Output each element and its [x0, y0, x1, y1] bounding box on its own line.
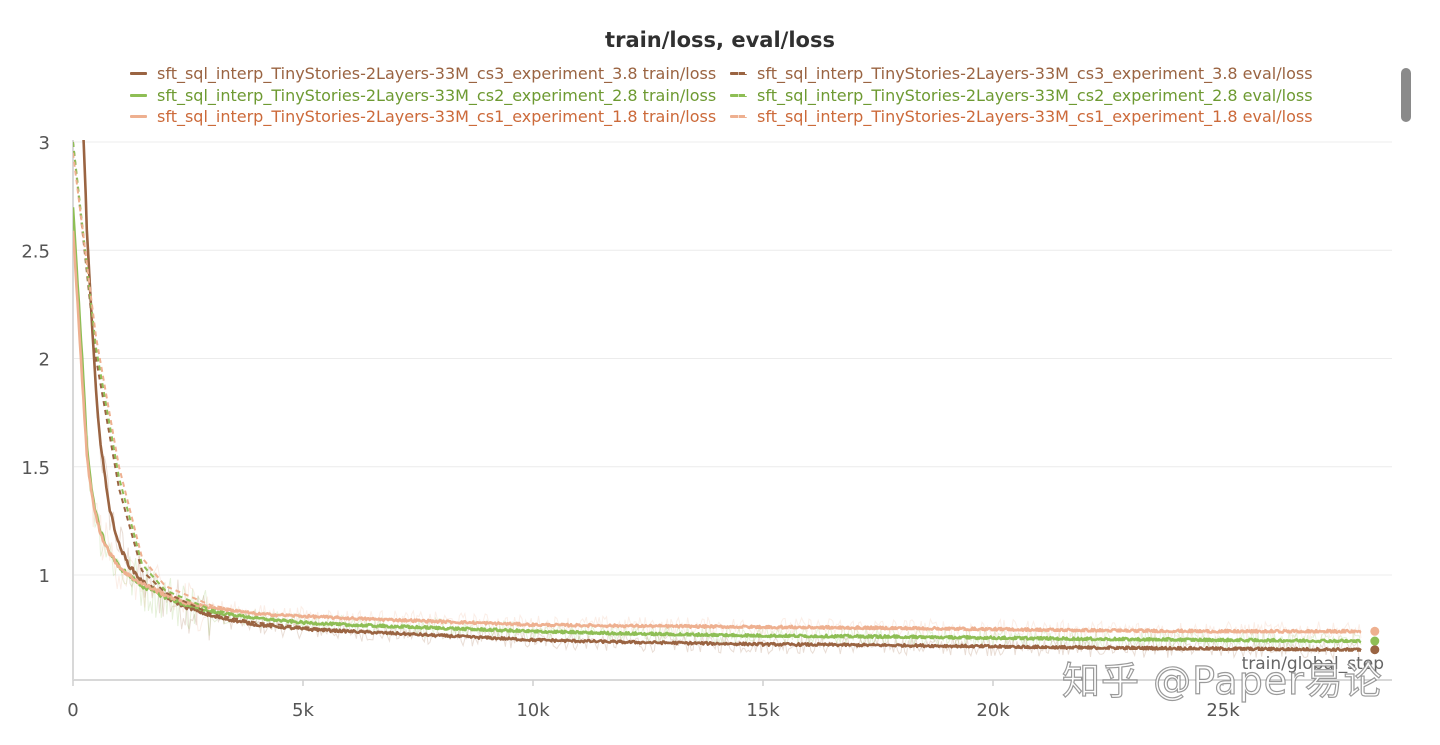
- legend-label: sft_sql_interp_TinyStories-2Layers-33M_c…: [157, 107, 717, 127]
- series-line: [73, 152, 1361, 634]
- series-lines: [73, 140, 1380, 655]
- x-tick-label: 0: [67, 700, 78, 721]
- legend-item[interactable]: sft_sql_interp_TinyStories-2Layers-33M_c…: [730, 63, 1350, 85]
- legend-label: sft_sql_interp_TinyStories-2Layers-33M_c…: [757, 64, 1313, 84]
- legend-item[interactable]: sft_sql_interp_TinyStories-2Layers-33M_c…: [730, 85, 1350, 107]
- series-line: [82, 140, 1362, 653]
- chart-title: train/loss, eval/loss: [605, 28, 835, 52]
- raw-data-noise: [73, 140, 1362, 661]
- y-tick-label: 2.5: [21, 241, 50, 262]
- series-line: [73, 207, 1362, 644]
- vertical-scrollbar[interactable]: [1401, 68, 1411, 122]
- axes: [72, 140, 1392, 686]
- series-raw-noise: [82, 140, 1362, 661]
- series-raw-noise: [73, 208, 1362, 652]
- series-line: [73, 141, 1361, 644]
- y-tick-label: 3: [39, 133, 50, 154]
- series-raw-noise: [73, 213, 1362, 642]
- x-tick-label: 5k: [292, 700, 314, 721]
- legend-item[interactable]: sft_sql_interp_TinyStories-2Layers-33M_c…: [130, 63, 730, 85]
- series-end-point: [1370, 645, 1380, 655]
- y-tick-label: 1.5: [21, 458, 50, 479]
- grid-lines: [73, 141, 1392, 576]
- series-line: [73, 230, 1362, 634]
- chart-legend: sft_sql_interp_TinyStories-2Layers-33M_c…: [130, 63, 1360, 128]
- y-tick-label: 2: [39, 350, 50, 371]
- series-end-point: [1370, 636, 1380, 646]
- watermark: 知乎 @Paper易论: [1061, 658, 1383, 703]
- x-tick-label: 15k: [746, 700, 780, 721]
- legend-item[interactable]: sft_sql_interp_TinyStories-2Layers-33M_c…: [130, 85, 730, 107]
- legend-swatch: [730, 72, 747, 76]
- legend-item[interactable]: sft_sql_interp_TinyStories-2Layers-33M_c…: [730, 106, 1350, 128]
- x-axis-label: train/global_step: [1242, 654, 1384, 674]
- legend-swatch: [730, 115, 747, 119]
- legend-label: sft_sql_interp_TinyStories-2Layers-33M_c…: [157, 64, 717, 84]
- legend-swatch: [130, 115, 147, 119]
- legend-swatch: [730, 93, 747, 97]
- x-tick-label: 10k: [516, 700, 550, 721]
- legend-swatch: [130, 72, 147, 76]
- legend-swatch: [130, 93, 147, 97]
- legend-label: sft_sql_interp_TinyStories-2Layers-33M_c…: [757, 85, 1313, 105]
- legend-item[interactable]: sft_sql_interp_TinyStories-2Layers-33M_c…: [130, 106, 730, 128]
- x-tick-label: 25k: [1206, 700, 1240, 721]
- x-tick-label: 20k: [976, 700, 1010, 721]
- series-line: [73, 141, 1362, 652]
- legend-label: sft_sql_interp_TinyStories-2Layers-33M_c…: [757, 107, 1313, 127]
- series-end-point: [1370, 626, 1380, 636]
- tick-labels: 1 1.5 2 2.5 3 0 5k 10k 15k 20k 25k train/global_ste…: [21, 133, 1384, 721]
- legend-label: sft_sql_interp_TinyStories-2Layers-33M_c…: [157, 85, 717, 105]
- y-tick-label: 1: [39, 566, 50, 587]
